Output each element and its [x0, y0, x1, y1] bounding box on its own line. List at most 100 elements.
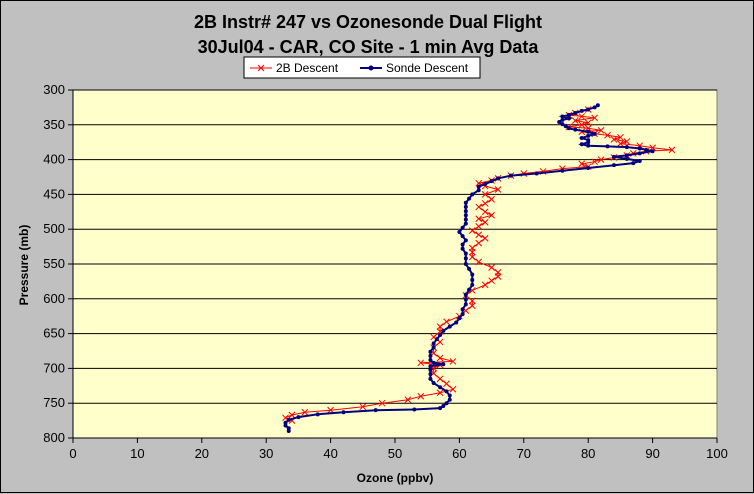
point-sonde-descent-13 [573, 127, 578, 132]
point-sonde-descent-51 [460, 225, 465, 230]
point-2b-descent-9 [584, 124, 592, 132]
point-sonde-descent-70 [457, 316, 462, 321]
point-sonde-descent-57 [463, 251, 468, 256]
point-2b-descent-80 [443, 380, 450, 388]
point-sonde-descent-103 [286, 426, 291, 431]
point-sonde-descent-47 [463, 209, 468, 214]
x-tick-label-90: 90 [645, 446, 659, 461]
y-tick-label-400: 400 [43, 152, 65, 167]
point-sonde-descent-75 [434, 337, 439, 342]
point-sonde-descent-101 [283, 420, 288, 425]
point-sonde-descent-0 [595, 103, 600, 108]
point-2b-descent-85 [378, 399, 386, 407]
point-2b-descent-82 [436, 389, 444, 397]
point-2b-descent-15 [610, 136, 618, 143]
point-sonde-descent-40 [483, 181, 488, 186]
point-sonde-descent-66 [463, 297, 468, 302]
x-tick-label-60: 60 [452, 446, 466, 461]
point-sonde-descent-23 [624, 145, 629, 150]
point-sonde-descent-53 [460, 234, 465, 239]
point-sonde-descent-24 [637, 146, 642, 151]
point-sonde-descent-10 [560, 122, 565, 127]
point-sonde-descent-55 [460, 242, 465, 247]
point-sonde-descent-4 [573, 110, 578, 115]
point-sonde-descent-85 [428, 371, 433, 376]
point-2b-descent-89 [288, 411, 296, 419]
point-sonde-descent-81 [431, 360, 436, 365]
point-sonde-descent-63 [470, 282, 475, 287]
point-sonde-descent-11 [563, 124, 568, 129]
point-2b-descent-73 [436, 354, 444, 362]
series-layer [282, 103, 676, 434]
point-sonde-descent-94 [438, 406, 443, 411]
point-sonde-descent-83 [428, 364, 433, 369]
point-sonde-descent-42 [476, 188, 481, 193]
point-sonde-descent-21 [586, 143, 591, 148]
point-2b-descent-75 [417, 359, 425, 367]
point-2b-descent-63 [468, 302, 476, 310]
point-2b-descent-58 [488, 277, 495, 285]
point-sonde-descent-6 [560, 114, 565, 119]
point-sonde-descent-17 [579, 136, 584, 141]
point-2b-descent-14 [617, 133, 624, 141]
point-2b-descent-54 [475, 258, 483, 266]
point-sonde-descent-88 [438, 385, 443, 390]
point-sonde-descent-91 [447, 397, 452, 402]
y-tick-label-600: 600 [43, 291, 65, 306]
point-sonde-descent-62 [470, 278, 475, 283]
point-sonde-descent-46 [463, 204, 468, 209]
point-sonde-descent-2 [586, 107, 591, 112]
x-tick-label-100: 100 [706, 446, 728, 461]
point-sonde-descent-33 [611, 163, 616, 168]
chart-subtitle: 30Jul04 - CAR, CO Site - 1 min Avg Data [198, 37, 540, 57]
x-tick-label-10: 10 [130, 446, 144, 461]
legend-marker-2b-descent [257, 64, 265, 72]
point-sonde-descent-1 [592, 105, 597, 110]
y-axis-ticks: 300 350 400 450 500 550 600 650 700 750 800 [43, 82, 73, 445]
point-sonde-descent-86 [428, 376, 433, 381]
point-sonde-descent-44 [467, 196, 472, 201]
point-sonde-descent-92 [444, 401, 449, 406]
legend-label-sonde-descent: Sonde Descent [386, 61, 469, 75]
point-sonde-descent-69 [460, 312, 465, 317]
x-tick-label-40: 40 [323, 446, 337, 461]
point-sonde-descent-104 [286, 429, 291, 434]
point-sonde-descent-49 [463, 217, 468, 222]
point-sonde-descent-58 [463, 256, 468, 261]
point-2b-descent-59 [481, 281, 489, 289]
point-2b-descent-19 [649, 144, 656, 152]
point-sonde-descent-89 [444, 389, 449, 394]
x-axis-label: Ozone (ppbv) [357, 471, 434, 485]
point-2b-descent-26 [591, 158, 598, 166]
y-tick-label-550: 550 [43, 256, 65, 271]
point-sonde-descent-74 [438, 332, 443, 337]
point-sonde-descent-67 [463, 302, 468, 307]
y-tick-label-750: 750 [43, 395, 65, 410]
point-sonde-descent-5 [566, 113, 571, 118]
point-sonde-descent-98 [315, 412, 320, 417]
point-sonde-descent-100 [286, 417, 291, 422]
point-2b-descent-47 [468, 227, 476, 234]
point-sonde-descent-20 [579, 142, 584, 147]
point-sonde-descent-16 [586, 133, 591, 138]
point-2b-descent-7 [578, 121, 586, 129]
point-2b-descent-17 [617, 140, 624, 147]
point-2b-descent-49 [481, 234, 489, 242]
point-sonde-descent-38 [496, 176, 501, 181]
point-sonde-descent-22 [605, 144, 610, 149]
point-2b-descent-42 [481, 208, 489, 216]
point-2b-descent-50 [475, 239, 483, 247]
point-sonde-descent-15 [592, 131, 597, 136]
point-sonde-descent-34 [586, 165, 591, 170]
point-2b-descent-83 [417, 392, 425, 400]
point-2b-descent-53 [468, 253, 476, 261]
y-tick-label-500: 500 [43, 221, 65, 236]
point-sonde-descent-9 [557, 120, 562, 125]
point-2b-descent-88 [301, 408, 309, 416]
point-2b-descent-39 [488, 195, 495, 203]
point-sonde-descent-78 [428, 349, 433, 354]
point-sonde-descent-82 [441, 362, 446, 367]
x-tick-label-20: 20 [195, 446, 209, 461]
point-2b-descent-40 [481, 200, 489, 207]
